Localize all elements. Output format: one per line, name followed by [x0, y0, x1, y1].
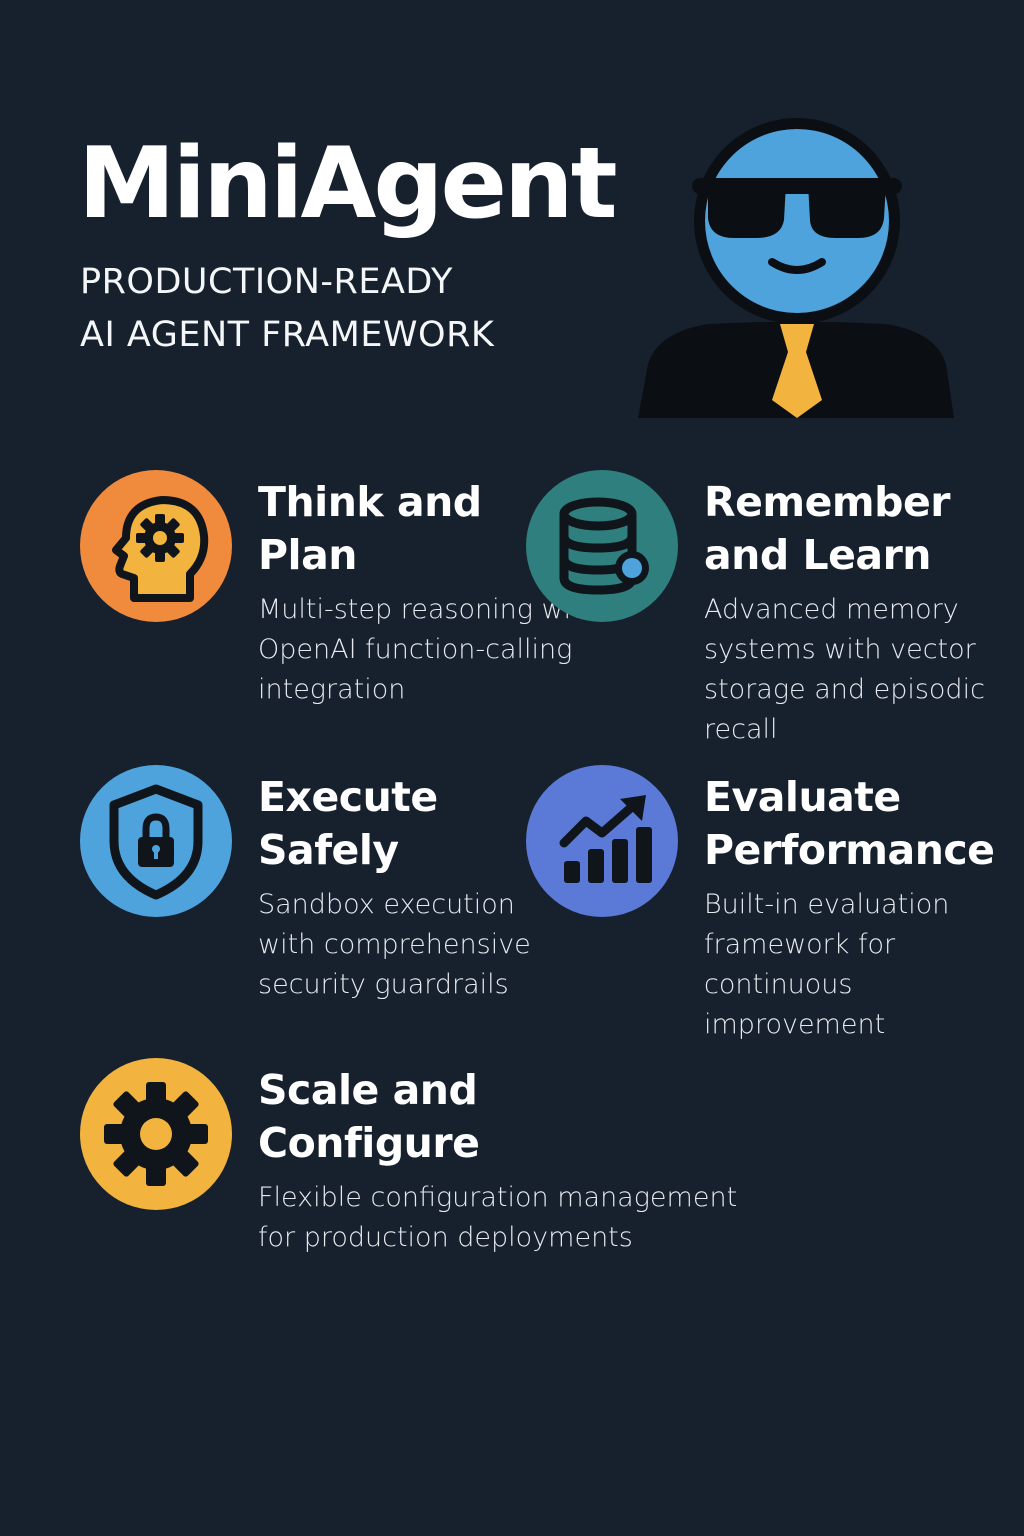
feature-description: Sandbox execution with comprehensive sec…	[258, 889, 531, 1000]
page-title: MiniAgent	[78, 127, 618, 241]
feature-title: Think and Plan	[258, 478, 482, 579]
shield-lock-icon	[80, 765, 232, 917]
feature-description: Multi-step reasoning with OpenAI functio…	[258, 594, 599, 705]
feature-title: Scale and Configure	[258, 1066, 480, 1167]
agent-mascot-icon	[638, 118, 954, 418]
feature-description: Advanced memory systems with vector stor…	[704, 594, 985, 745]
chart-growth-icon	[526, 765, 678, 917]
feature-title: Execute Safely	[258, 773, 438, 874]
page-subtitle: PRODUCTION-READY AI AGENT FRAMEWORK	[80, 262, 495, 355]
feature-title: Evaluate Performance	[704, 773, 995, 874]
database-icon	[526, 470, 678, 622]
feature-description: Flexible configuration management for pr…	[258, 1182, 738, 1253]
feature-description: Built-in evaluation framework for contin…	[704, 889, 950, 1040]
feature-title: Remember and Learn	[704, 478, 951, 579]
brain-gear-icon	[80, 470, 232, 622]
gear-icon	[80, 1058, 232, 1210]
